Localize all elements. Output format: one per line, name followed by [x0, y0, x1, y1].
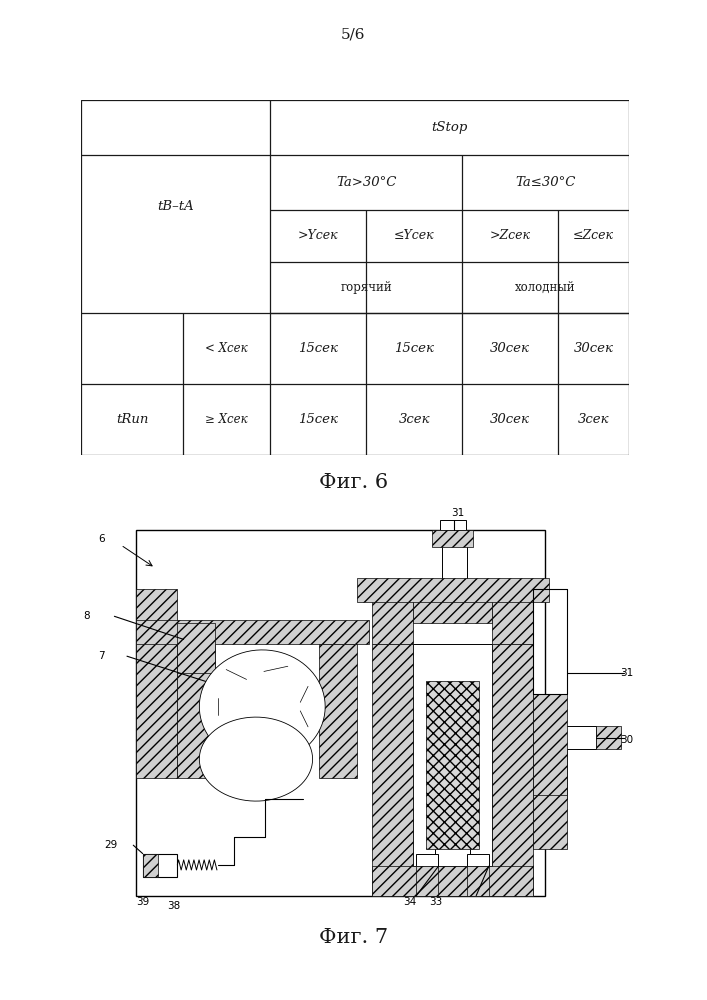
Bar: [177, 644, 215, 778]
Polygon shape: [199, 717, 312, 801]
Text: 15сек: 15сек: [298, 413, 338, 426]
Text: < Xсек: < Xсек: [205, 342, 248, 355]
Text: Фиг. 7: Фиг. 7: [319, 928, 388, 947]
Bar: [426, 681, 479, 849]
Text: 30сек: 30сек: [490, 413, 530, 426]
Text: 15сек: 15сек: [298, 342, 338, 355]
Text: 5/6: 5/6: [341, 28, 366, 42]
Text: ≤Zсек: ≤Zсек: [573, 229, 614, 242]
Polygon shape: [199, 650, 325, 763]
Bar: [136, 589, 177, 778]
Text: 3сек: 3сек: [399, 413, 430, 426]
Text: 30сек: 30сек: [573, 342, 614, 355]
Bar: [177, 623, 215, 673]
Bar: [136, 620, 369, 644]
Text: 7: 7: [98, 651, 105, 661]
Text: ≥ Xсек: ≥ Xсек: [205, 413, 248, 426]
Text: Ta>30°C: Ta>30°C: [336, 176, 397, 189]
Text: Ta≤30°C: Ta≤30°C: [515, 176, 576, 189]
Bar: [414, 644, 492, 866]
Text: холодный: холодный: [515, 281, 576, 294]
Text: >Zсек: >Zсек: [489, 229, 530, 242]
Bar: [373, 644, 414, 896]
Bar: [416, 866, 438, 896]
Text: 31: 31: [621, 668, 634, 678]
Text: 38: 38: [168, 901, 181, 911]
Bar: [596, 726, 621, 749]
Bar: [432, 530, 473, 547]
Bar: [442, 530, 467, 581]
Bar: [373, 866, 533, 896]
Bar: [492, 644, 533, 896]
Bar: [436, 791, 470, 866]
Bar: [136, 530, 545, 896]
Bar: [416, 854, 438, 896]
Text: tRun: tRun: [116, 413, 148, 426]
Text: 30: 30: [621, 735, 633, 745]
Text: >Yсек: >Yсек: [298, 229, 339, 242]
Text: 34: 34: [404, 897, 416, 907]
Bar: [533, 726, 596, 749]
Text: ≤Yсек: ≤Yсек: [394, 229, 435, 242]
Bar: [492, 589, 533, 644]
Bar: [533, 749, 568, 799]
Text: 15сек: 15сек: [395, 342, 434, 355]
Text: tStop: tStop: [431, 121, 468, 134]
Text: 6: 6: [98, 534, 105, 544]
Text: tB–tA: tB–tA: [158, 200, 194, 213]
Text: 3сек: 3сек: [578, 413, 609, 426]
Bar: [467, 854, 489, 896]
Text: 31: 31: [450, 508, 464, 518]
Bar: [440, 520, 465, 530]
Bar: [414, 589, 492, 623]
Bar: [356, 578, 549, 602]
Text: 33: 33: [428, 897, 442, 907]
Bar: [533, 795, 568, 849]
Bar: [467, 866, 489, 896]
Text: 29: 29: [105, 840, 118, 850]
Bar: [373, 589, 414, 644]
Text: Фиг. 6: Фиг. 6: [319, 473, 388, 492]
Text: 8: 8: [83, 611, 89, 621]
Bar: [143, 854, 177, 877]
Bar: [533, 694, 568, 799]
Text: 39: 39: [136, 897, 149, 907]
Bar: [319, 644, 356, 778]
Text: горячий: горячий: [340, 281, 392, 294]
Bar: [143, 854, 158, 877]
Text: 30сек: 30сек: [490, 342, 530, 355]
